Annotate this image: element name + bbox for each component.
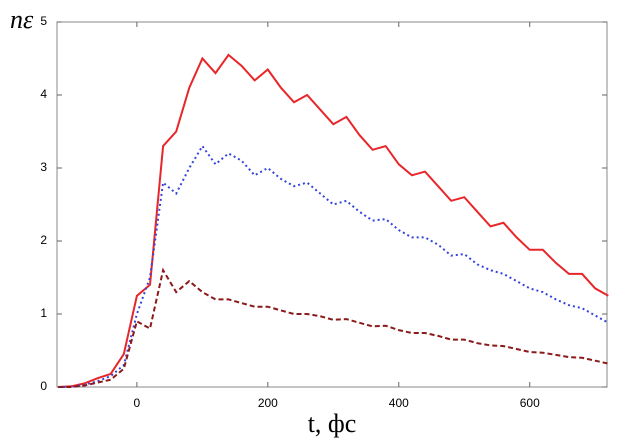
x-tick-label: 600	[520, 396, 540, 410]
y-tick-label: 5	[40, 14, 47, 28]
x-tick-label: 0	[134, 396, 141, 410]
x-tick-label: 400	[389, 396, 409, 410]
y-tick-label: 3	[40, 160, 47, 174]
plot-frame	[56, 21, 608, 388]
y-tick-label: 0	[40, 379, 47, 393]
y-axis-label: nε	[10, 5, 34, 34]
y-tick-label: 4	[40, 87, 47, 101]
x-tick-label: 200	[258, 396, 278, 410]
x-axis-label: t, фс	[308, 409, 357, 438]
data-line	[58, 267, 609, 388]
y-tick-label: 2	[40, 233, 47, 247]
data-line	[58, 53, 609, 388]
y-tick-label: 1	[40, 306, 47, 320]
